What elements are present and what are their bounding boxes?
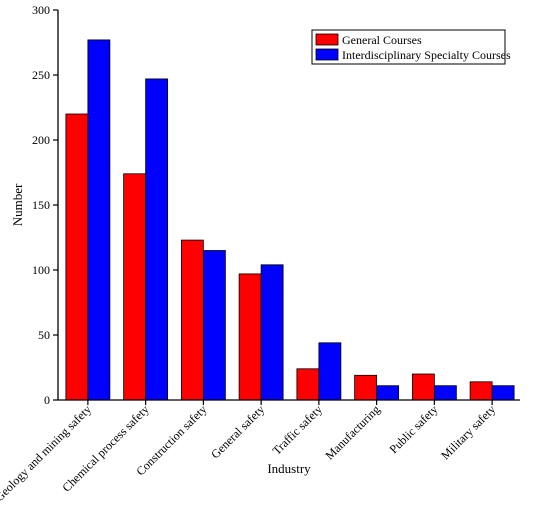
- y-axis-title: Number: [10, 183, 25, 226]
- y-tick-label: 150: [32, 198, 50, 212]
- bar-general-6: [411, 373, 435, 401]
- x-axis-title: Industry: [267, 461, 311, 476]
- y-ticks: 0 50 100 150 200 250 300: [32, 3, 58, 407]
- bar-interdisciplinary-7: [491, 385, 515, 401]
- x-tick-label: General safety: [208, 402, 267, 461]
- bar-general-7: [469, 381, 493, 401]
- bar-general-4: [296, 368, 320, 401]
- bars-group: [65, 39, 515, 401]
- x-tick-label: Geology and mining safety: [0, 402, 94, 504]
- legend: General Courses Interdisciplinary Specia…: [311, 29, 511, 65]
- bar-interdisciplinary-4: [318, 342, 342, 401]
- bar-general-0: [65, 113, 89, 401]
- legend-box: [311, 29, 506, 65]
- bar-interdisciplinary-1: [145, 78, 169, 401]
- x-tick-label: Military safety: [438, 402, 498, 462]
- legend-swatch-interdisciplinary: [315, 48, 339, 61]
- bar-interdisciplinary-0: [87, 39, 111, 401]
- bar-general-2: [180, 239, 204, 401]
- y-tick-label: 0: [44, 393, 50, 407]
- bar-general-1: [123, 173, 147, 401]
- legend-label-interdisciplinary: Interdisciplinary Specialty Courses: [342, 48, 511, 62]
- bar-interdisciplinary-5: [376, 385, 400, 401]
- legend-label-general: General Courses: [342, 33, 422, 47]
- legend-swatch-general: [315, 33, 339, 46]
- bar-interdisciplinary-2: [202, 250, 226, 401]
- y-axis: 0 50 100 150 200 250 300: [32, 3, 59, 407]
- bar-interdisciplinary-6: [433, 385, 457, 401]
- y-tick-label: 250: [32, 68, 50, 82]
- bar-interdisciplinary-3: [260, 264, 284, 401]
- x-tick-label: Manufacturing: [322, 402, 382, 462]
- y-tick-label: 200: [32, 133, 50, 147]
- bar-general-3: [238, 273, 262, 401]
- y-tick-label: 50: [38, 328, 50, 342]
- x-tick-label: Traffic safety: [270, 402, 325, 457]
- y-tick-label: 100: [32, 263, 50, 277]
- x-tick-label: Public safety: [387, 402, 441, 456]
- bar-general-5: [354, 374, 378, 401]
- y-tick-label: 300: [32, 3, 50, 17]
